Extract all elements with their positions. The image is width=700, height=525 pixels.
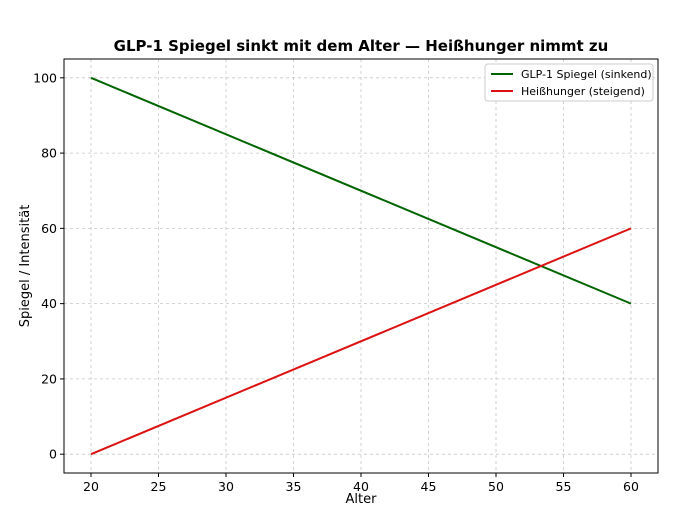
y-axis-ticks: 0 20 40 60 80 100 bbox=[33, 70, 64, 462]
x-tick-label: 40 bbox=[353, 479, 369, 494]
legend-label-heisshunger: Heißhunger (steigend) bbox=[521, 85, 645, 98]
series-line-heisshunger bbox=[90, 227, 632, 456]
x-axis-ticks: 20 25 30 35 40 45 50 55 60 bbox=[83, 473, 639, 494]
y-tick-label: 100 bbox=[33, 70, 57, 85]
y-tick-label: 60 bbox=[41, 221, 57, 236]
legend-box bbox=[484, 63, 654, 102]
legend: GLP-1 Spiegel (sinkend) Heißhunger (stei… bbox=[484, 63, 654, 102]
y-tick-label: 80 bbox=[41, 146, 57, 161]
x-tick-label: 60 bbox=[623, 479, 639, 494]
y-tick-label: 40 bbox=[41, 296, 57, 311]
x-tick-label: 45 bbox=[421, 479, 437, 494]
y-tick-label: 0 bbox=[49, 447, 57, 462]
x-tick-label: 30 bbox=[218, 479, 234, 494]
y-tick-label: 20 bbox=[41, 371, 57, 386]
grid bbox=[64, 59, 658, 473]
chart-title: GLP-1 Spiegel sinkt mit dem Alter — Heiß… bbox=[114, 37, 609, 55]
series-lines bbox=[90, 76, 632, 456]
x-tick-label: 25 bbox=[151, 479, 167, 494]
x-tick-label: 35 bbox=[286, 479, 302, 494]
x-tick-label: 55 bbox=[556, 479, 572, 494]
y-axis-label: Spiegel / Intensität bbox=[18, 205, 33, 328]
x-tick-label: 50 bbox=[488, 479, 504, 494]
x-axis-label: Alter bbox=[346, 492, 378, 507]
x-tick-label: 20 bbox=[83, 479, 99, 494]
legend-label-glp1: GLP-1 Spiegel (sinkend) bbox=[521, 68, 652, 81]
